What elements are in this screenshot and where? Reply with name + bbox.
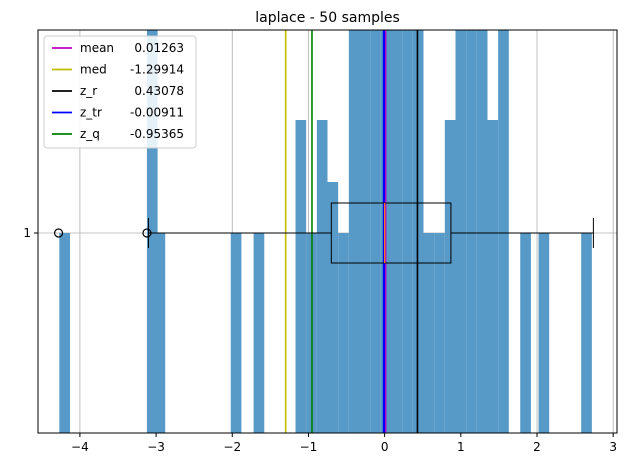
stat-lines-layer [284, 30, 419, 433]
histogram-bar [520, 233, 531, 433]
chart-title: laplace - 50 samples [255, 10, 400, 26]
box-plot-layer [53, 202, 594, 264]
histogram-bar [391, 30, 403, 433]
histogram-bar [348, 30, 360, 433]
legend-series-value: 0.43078 [134, 84, 184, 98]
histogram-bar [538, 233, 550, 433]
histogram-bar [59, 233, 70, 433]
legend-series-value: 0.01263 [134, 41, 184, 55]
histogram-bar [327, 182, 339, 433]
legend-series-name: med [80, 63, 107, 77]
legend-entry-mean: mean 0.01263 [52, 41, 184, 55]
histogram-bar [230, 233, 242, 433]
legend-entry-z-q: z_q -0.95365 [52, 127, 184, 141]
tick-layer: −4 −3 −2 −1 0 1 2 3 1 [23, 226, 617, 454]
histogram-bar [434, 233, 445, 433]
x-tick-label: −3 [147, 440, 165, 454]
histogram-bar [359, 30, 371, 433]
histogram-bar [444, 120, 456, 433]
histogram-bar [146, 30, 158, 433]
histogram-bar [423, 233, 435, 433]
histogram-bar [466, 30, 477, 433]
axes-frame [37, 29, 618, 434]
x-tick-label: −1 [300, 440, 318, 454]
legend-series-name: z_r [80, 84, 97, 98]
histogram-bar [295, 120, 307, 433]
histogram-bar [316, 120, 328, 433]
y-tick-label: 1 [23, 226, 31, 240]
histogram-bar [498, 30, 509, 433]
legend-series-value: -0.00911 [130, 106, 184, 120]
legend-entry-med: med -1.29914 [52, 63, 184, 77]
legend-entry-z-r: z_r 0.43078 [52, 84, 184, 98]
histogram-bar [581, 233, 592, 433]
histogram-bar [402, 30, 413, 433]
legend-series-value: -1.29914 [130, 63, 184, 77]
legend-series-name: z_tr [80, 106, 102, 120]
histogram-bar [476, 30, 488, 433]
x-tick-label: 2 [533, 440, 541, 454]
histogram-bar [487, 120, 499, 433]
histogram-bar [154, 233, 166, 433]
legend-box [43, 35, 197, 149]
legend-series-name: z_q [80, 127, 100, 141]
x-tick-label: 1 [457, 440, 465, 454]
legend-entry-z-tr: z_tr -0.00911 [52, 106, 184, 120]
histogram-bar [455, 30, 467, 433]
box-flier [53, 228, 64, 238]
legend: mean 0.01263 med -1.29914 z_r 0.43078 z_tr -0.0… [43, 35, 197, 149]
x-tick-label: −2 [223, 440, 241, 454]
legend-series-value: -0.95365 [130, 127, 184, 141]
box-flier [142, 228, 152, 238]
box-iqr [330, 202, 452, 264]
x-tick-label: 3 [609, 440, 617, 454]
histogram-bar [370, 30, 381, 433]
x-tick-label: −4 [71, 440, 89, 454]
histogram-bar [338, 233, 349, 433]
x-tick-label: 0 [381, 440, 389, 454]
histogram-bar [253, 233, 265, 433]
legend-series-name: mean [80, 41, 114, 55]
